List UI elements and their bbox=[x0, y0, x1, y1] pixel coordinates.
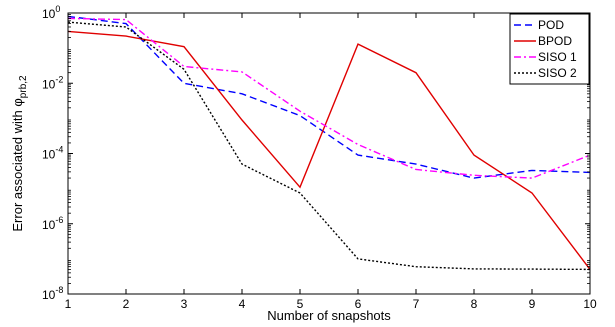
x-tick-label: 5 bbox=[297, 297, 304, 311]
y-tick-label: 100 bbox=[42, 4, 60, 21]
x-tick-label: 8 bbox=[471, 297, 478, 311]
legend-label: SISO 2 bbox=[538, 66, 577, 80]
x-tick-label: 6 bbox=[355, 297, 362, 311]
y-tick-label: 10-4 bbox=[42, 145, 63, 162]
x-tick-label: 10 bbox=[583, 297, 597, 311]
series-layer bbox=[67, 15, 591, 271]
x-tick-label: 2 bbox=[123, 297, 130, 311]
x-tick-label: 3 bbox=[181, 297, 188, 311]
legend-label: SISO 1 bbox=[538, 50, 577, 64]
x-tick-label: 1 bbox=[65, 297, 72, 311]
series-line-pod bbox=[67, 15, 591, 179]
legend-label: BPOD bbox=[538, 34, 572, 48]
legend-label: POD bbox=[538, 18, 564, 32]
y-axis-label-group: Error associated with φprb,2 bbox=[10, 75, 29, 232]
series-line-siso-1 bbox=[67, 17, 591, 179]
x-tick-label: 7 bbox=[413, 297, 420, 311]
series-line-bpod bbox=[67, 30, 591, 270]
y-axis-label: Error associated with φprb,2 bbox=[10, 75, 29, 232]
y-tick-label: 10-6 bbox=[42, 215, 63, 232]
y-axis-label-subscript: prb,2 bbox=[18, 75, 29, 98]
y-tick-label: 10-2 bbox=[42, 74, 63, 91]
x-tick-label: 9 bbox=[529, 297, 536, 311]
y-tick-label: 10-8 bbox=[42, 285, 63, 302]
ticks-layer: 1 2 3 4 5 6 7 8 9 10 100 10-2 10-4 10-6 10-8 bbox=[42, 4, 597, 311]
series-line-siso-2 bbox=[67, 21, 591, 271]
x-tick-label: 4 bbox=[239, 297, 246, 311]
legend: POD BPOD SISO 1 SISO 2 bbox=[509, 13, 590, 85]
x-axis-label: Number of snapshots bbox=[267, 308, 391, 323]
y-axis-label-main: Error associated with φ bbox=[10, 98, 25, 231]
